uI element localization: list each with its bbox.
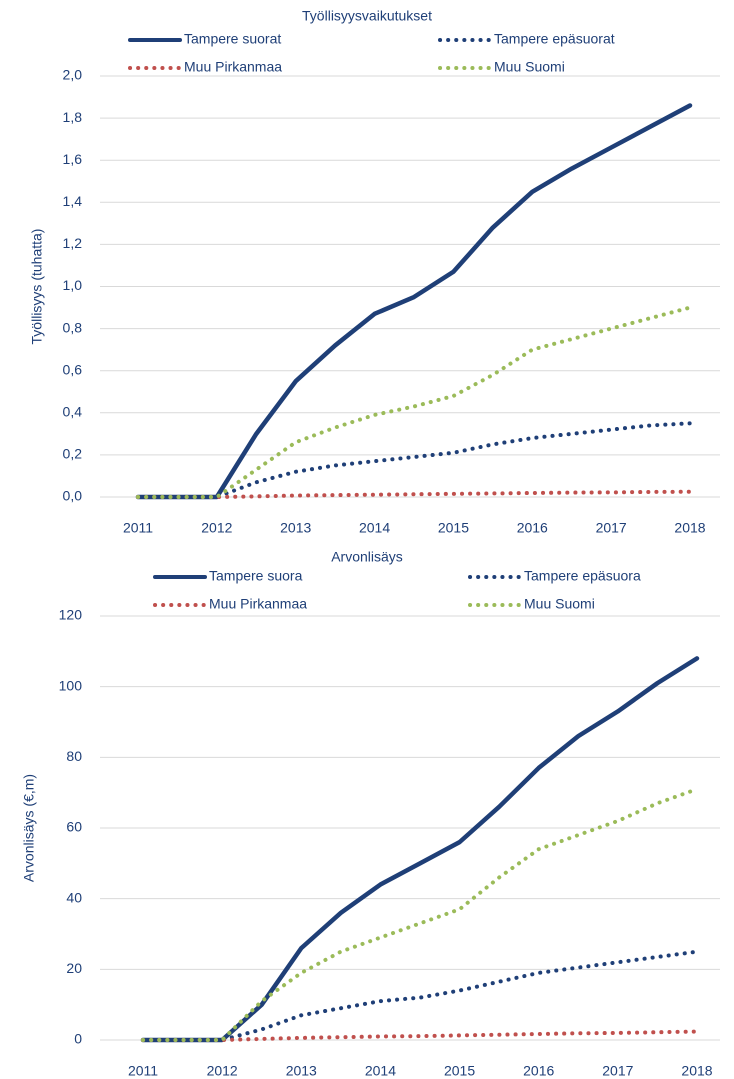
series-line [136, 305, 692, 499]
y-tick-label: 1,0 [63, 277, 83, 293]
series-line [135, 103, 693, 500]
y-tick-label: 0,4 [63, 404, 83, 420]
x-tick-label: 2015 [444, 1063, 475, 1079]
x-tick-label: 2018 [681, 1063, 712, 1079]
x-tick-label: 2012 [207, 1063, 238, 1079]
series-line [136, 421, 692, 499]
y-tick-label: 2,0 [63, 67, 83, 83]
y-tick-label: 1,6 [63, 151, 83, 167]
x-tick-label: 2011 [128, 1063, 158, 1079]
x-tick-label: 2015 [438, 520, 469, 536]
x-tick-label: 2014 [365, 1063, 396, 1079]
y-tick-label: 20 [66, 960, 82, 976]
x-tick-label: 2011 [123, 520, 153, 536]
x-tick-label: 2017 [596, 520, 627, 536]
chart-title: Työllisyysvaikutukset [302, 8, 432, 24]
x-tick-label: 2018 [674, 520, 705, 536]
series-line [141, 1029, 699, 1042]
x-tick-label: 2016 [517, 520, 548, 536]
y-tick-label: 1,2 [63, 235, 83, 251]
legend-label: Tampere suora [209, 568, 303, 584]
x-tick-label: 2012 [201, 520, 232, 536]
y-axis-label: Arvonlisäys (€,m) [21, 774, 37, 882]
y-tick-label: 1,8 [63, 109, 83, 125]
legend-label: Tampere epäsuorat [494, 31, 615, 47]
y-axis-label: Työllisyys (tuhatta) [29, 229, 45, 345]
y-tick-label: 60 [66, 819, 82, 835]
y-tick-label: 100 [59, 677, 83, 693]
x-tick-label: 2014 [359, 520, 390, 536]
y-tick-label: 0,6 [63, 361, 83, 377]
series-line [140, 656, 700, 1043]
chart-title: Arvonlisäys [331, 549, 403, 565]
series-line [141, 949, 699, 1042]
y-tick-label: 120 [59, 607, 83, 623]
x-tick-label: 2013 [286, 1063, 317, 1079]
series-line [141, 787, 699, 1042]
legend-label: Muu Pirkanmaa [184, 59, 282, 75]
legend-label: Tampere suorat [184, 31, 281, 47]
legend-label: Tampere epäsuora [524, 568, 641, 584]
series-line [136, 489, 692, 499]
legend-label: Muu Suomi [494, 59, 565, 75]
y-tick-label: 1,4 [63, 193, 83, 209]
legend-label: Muu Pirkanmaa [209, 596, 307, 612]
y-tick-label: 0,0 [63, 488, 83, 504]
x-tick-label: 2013 [280, 520, 311, 536]
x-tick-label: 2017 [602, 1063, 633, 1079]
legend-label: Muu Suomi [524, 596, 595, 612]
y-tick-label: 0,8 [63, 319, 83, 335]
x-tick-label: 2016 [523, 1063, 554, 1079]
y-tick-label: 0 [74, 1031, 82, 1047]
y-tick-label: 0,2 [63, 446, 83, 462]
y-tick-label: 80 [66, 748, 82, 764]
y-tick-label: 40 [66, 889, 82, 905]
